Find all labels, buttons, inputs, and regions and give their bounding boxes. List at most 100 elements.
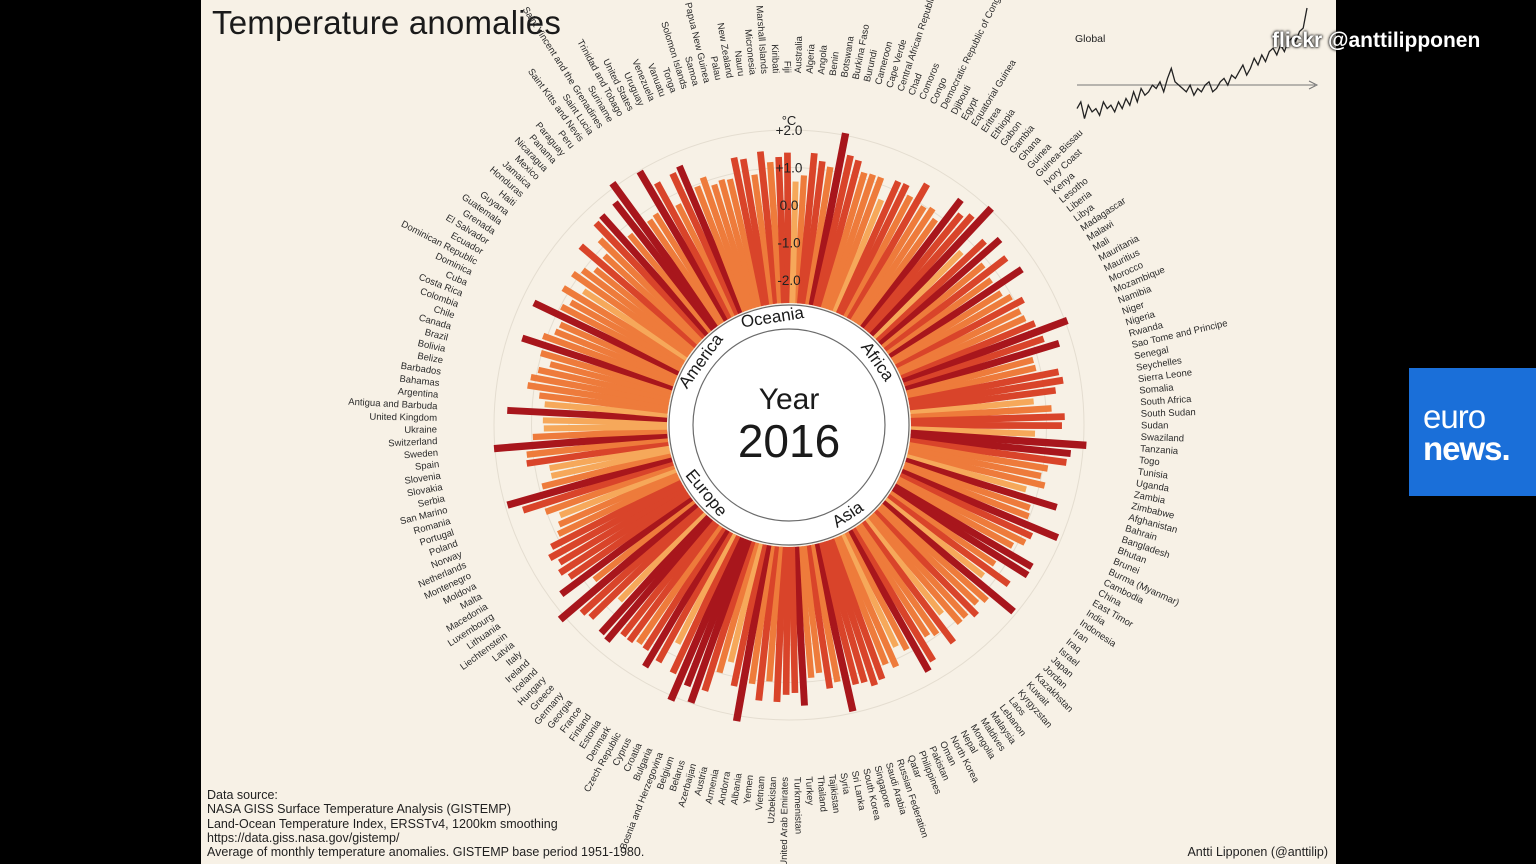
bar-montenegro <box>557 474 681 537</box>
source-link[interactable]: https://data.giss.nasa.gov/gistemp/ <box>207 830 400 845</box>
bar-angola <box>796 152 818 304</box>
year-label: Year <box>759 383 820 416</box>
bar-lithuania <box>567 491 691 580</box>
bar-morocco <box>898 315 1027 378</box>
bar-burma-myanmar- <box>898 472 1034 540</box>
bar-uzbekistan <box>773 546 788 703</box>
bar-thailand <box>796 546 815 679</box>
bar-mauritius <box>897 308 1022 374</box>
chart-panel: Temperature anomalies Algeria Angola Benin… <box>201 0 1336 864</box>
bar-kenya <box>878 236 1003 348</box>
bar-maldives <box>853 525 931 638</box>
country-label: Tajikistan <box>826 774 842 814</box>
bar-macedonia <box>558 484 687 566</box>
bar-luxembourg <box>558 488 689 576</box>
bar-sierra-leone <box>909 387 1057 413</box>
bar-china <box>894 480 1015 549</box>
bar-malaysia <box>856 522 940 637</box>
bar-bosnia-and-herzegovina <box>683 537 748 688</box>
bar-ghana <box>866 213 975 336</box>
bar-sri-lanka <box>808 544 841 683</box>
bar-tanzania <box>910 429 1087 449</box>
bar-malawi <box>890 290 1003 364</box>
bar-laos <box>863 517 944 616</box>
country-label: Albania <box>729 772 744 806</box>
bar-senegal <box>908 368 1060 405</box>
bar-somalia <box>910 398 1034 417</box>
country-label: Fiji <box>781 61 792 73</box>
bar-honduras <box>578 243 699 349</box>
scale-tick-label: -2.0 <box>777 273 800 288</box>
bar-hungary <box>617 510 707 603</box>
country-label: Sudan <box>1141 420 1169 431</box>
bar-cambodia <box>896 476 1027 546</box>
bar-moldova <box>550 477 682 550</box>
country-label: Micronesia <box>742 29 758 77</box>
country-label: Slovenia <box>404 471 442 487</box>
bar-kiribati <box>775 156 788 304</box>
bar-kyrgyzstan <box>866 515 963 626</box>
bar-australia <box>789 181 799 304</box>
bar-bahrain <box>904 457 1058 511</box>
bar-united-arab-emirates <box>782 546 792 695</box>
country-label: Turkey <box>803 776 816 805</box>
country-label: South Sudan <box>1141 407 1196 420</box>
bar-kazakhstan <box>872 509 980 618</box>
bar-portugal <box>522 458 674 514</box>
logo-text-line1: euro <box>1423 398 1486 435</box>
bar-panama <box>599 213 711 337</box>
bar-brunei <box>900 468 1060 542</box>
bar-trinidad-and-tobago <box>653 181 734 320</box>
source-line: Average of monthly temperature anomalies… <box>207 845 645 860</box>
bar-colombia <box>542 332 676 387</box>
country-label: Belize <box>416 351 443 367</box>
bar-nicaragua <box>593 220 708 340</box>
bar-sweden <box>493 431 668 453</box>
unit-label: °C <box>782 113 797 128</box>
bar-brazil <box>549 361 672 398</box>
bar-libya <box>886 277 993 357</box>
bar-czech-republic <box>655 530 733 664</box>
scale-circle <box>493 129 1085 721</box>
country-label: Syria <box>837 772 851 796</box>
bar-san-marino <box>541 451 672 490</box>
bar-togo <box>910 433 1072 458</box>
country-label: Swaziland <box>1141 432 1185 445</box>
country-label: Ukraine <box>404 424 437 435</box>
bar-vietnam <box>766 546 783 682</box>
bar-djibouti <box>843 194 914 319</box>
bar-guyana <box>580 267 694 355</box>
country-label: Turkmenistan <box>791 777 803 834</box>
country-label: South Africa <box>1140 394 1193 408</box>
country-label: Angola <box>816 44 830 75</box>
bar-mauritania <box>895 296 1025 371</box>
bar-belize <box>530 373 670 406</box>
bar-nauru <box>751 174 776 305</box>
bar-syria <box>804 545 834 689</box>
bar-el-salvador <box>561 285 687 365</box>
bar-new-zealand <box>739 158 772 306</box>
bar-croatia <box>669 534 741 675</box>
bar-tonga <box>699 176 752 311</box>
country-label: Nauru <box>732 50 746 77</box>
scale-tick-label: 0.0 <box>780 198 799 213</box>
bar-south-korea <box>812 543 857 713</box>
bar-grenada <box>582 288 689 361</box>
bar-swaziland <box>910 426 1036 437</box>
bar-liberia <box>883 255 1009 354</box>
bar-peru <box>612 200 717 332</box>
bar-andorra <box>732 544 772 722</box>
bar-poland <box>544 463 676 515</box>
bar-kuwait <box>869 512 969 619</box>
bar-burundi <box>812 154 854 307</box>
bar-united-states <box>675 203 737 318</box>
bar-denmark <box>642 528 730 669</box>
country-label: Tunisia <box>1137 467 1169 482</box>
bar-eritrea <box>853 206 936 326</box>
bar-gambia <box>863 212 964 333</box>
spark-axis-arrow <box>1308 80 1319 90</box>
bar-seychelles <box>908 376 1064 409</box>
bar-mexico <box>597 237 705 342</box>
bar-ireland <box>579 504 702 616</box>
